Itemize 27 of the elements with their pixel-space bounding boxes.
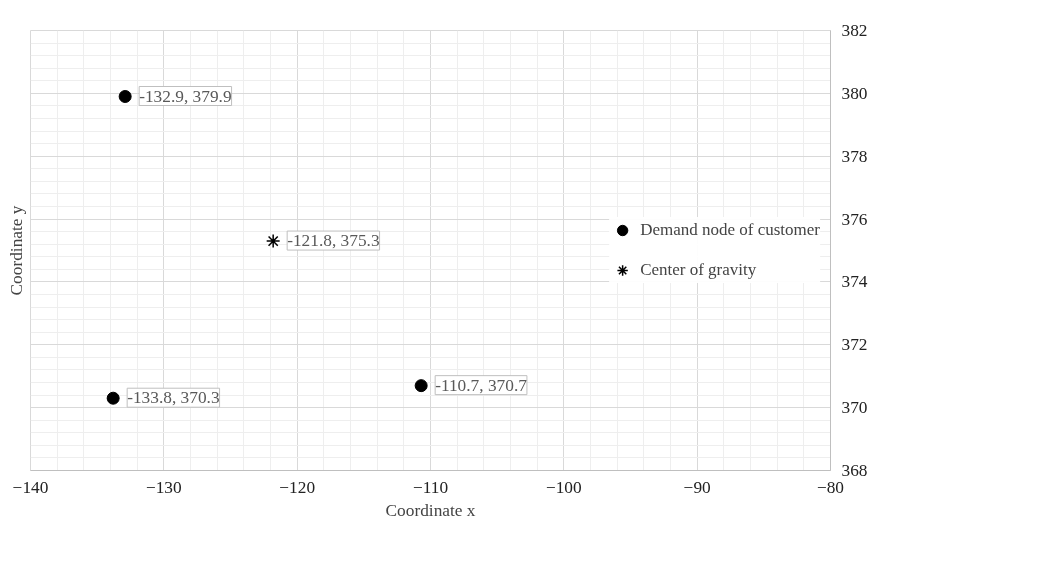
y-tick-label: 368	[841, 461, 868, 480]
y-tick-label: 370	[841, 398, 868, 418]
x-tick-label: −140	[12, 477, 49, 497]
x-tick-label: −90	[683, 477, 711, 497]
data-label: -133.8, 370.3	[127, 388, 220, 408]
x-tick-label: −80	[816, 477, 845, 497]
legend-label: Demand node of customer	[640, 220, 820, 240]
point	[106, 391, 120, 405]
data-label: -132.9, 379.9	[139, 86, 232, 106]
point	[265, 233, 281, 249]
y-tick-label: 378	[841, 146, 868, 166]
x-tick-label: −130	[145, 477, 182, 497]
data-label: -121.8, 375.3	[287, 231, 380, 251]
point	[414, 379, 428, 393]
x-axis-title: Coordinate x	[385, 500, 476, 520]
legend-label: Center of gravity	[640, 260, 757, 280]
y-tick-label: 372	[841, 335, 868, 355]
point	[118, 90, 132, 103]
y-axis-title: Coordinate y	[6, 205, 26, 296]
y-tick-label: 382	[841, 21, 868, 40]
y-tick-label: 376	[841, 209, 868, 229]
data-label: -110.7, 370.7	[435, 375, 528, 395]
y-tick-label: 380	[841, 83, 868, 103]
x-tick-label: −120	[279, 477, 316, 497]
x-tick-label: −100	[545, 477, 582, 497]
y-tick-label: 374	[841, 272, 868, 292]
x-tick-label: −110	[412, 477, 449, 497]
